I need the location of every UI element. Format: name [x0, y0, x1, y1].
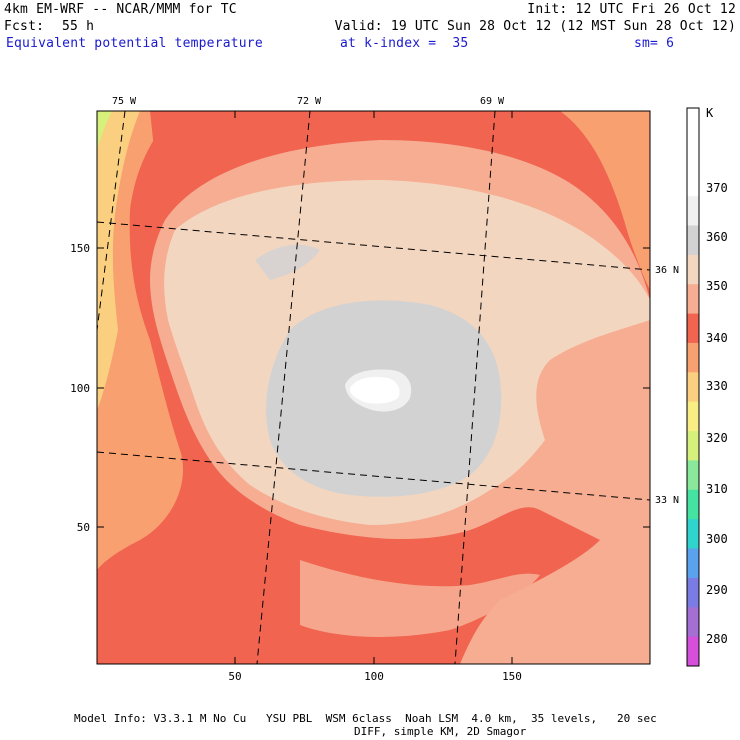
colorbar-swatch [687, 489, 699, 520]
colorbar-swatch [687, 577, 699, 608]
colorbar [686, 107, 700, 667]
model-title: 4km EM-WRF -- NCAR/MMM for TC [4, 2, 237, 17]
y-tick-label: 100 [70, 382, 90, 395]
colorbar-swatch [687, 460, 699, 491]
colorbar-frame [686, 107, 700, 667]
colorbar-swatch [687, 166, 699, 197]
colorbar-label: 320 [706, 431, 728, 445]
colorbar-swatch [687, 196, 699, 226]
x-tick-label: 150 [502, 670, 522, 683]
colorbar-label: 290 [706, 583, 728, 597]
colorbar-swatch [687, 401, 699, 432]
longitude-label: 69 W [480, 96, 505, 107]
colorbar-swatch [687, 284, 699, 315]
longitude-label: 75 W [112, 96, 137, 107]
colorbar-label: 370 [706, 181, 728, 195]
colorbar-label: 310 [706, 482, 728, 496]
colorbar-swatch [687, 254, 699, 285]
colorbar-label: 350 [706, 279, 728, 293]
model-info: Model Info: V3.3.1 M No Cu YSU PBL WSM 6… [74, 712, 657, 725]
smoothing-value: sm= 6 [634, 36, 675, 51]
latitude-label: 36 N [655, 265, 679, 276]
theta-e-field [97, 111, 650, 664]
colorbar-swatch [687, 342, 699, 373]
axis-ticks [97, 111, 650, 664]
field-name: Equivalent potential temperature [6, 36, 263, 51]
valid-time: Valid: 19 UTC Sun 28 Oct 12 (12 MST Sun … [334, 19, 736, 34]
colorbar-swatch [687, 636, 699, 667]
init-time: Init: 12 UTC Fri 26 Oct 12 [527, 2, 736, 17]
colorbar-label: 360 [706, 230, 728, 244]
colorbar-swatch [687, 372, 699, 403]
model-info-diffusion: DIFF, simple KM, 2D Smagor [354, 725, 527, 738]
colorbar-label: 300 [706, 532, 728, 546]
level-index: at k-index = 35 [340, 36, 469, 51]
colorbar-swatch [687, 431, 699, 461]
x-tick-label: 50 [228, 670, 241, 683]
colorbar-swatch [687, 548, 699, 579]
x-tick-label: 100 [364, 670, 384, 683]
forecast-hours: 55 h [62, 19, 95, 34]
longitude-label: 72 W [297, 96, 322, 107]
colorbar-swatch [687, 137, 699, 168]
colorbar-label: 280 [706, 632, 728, 646]
colorbar-label: 330 [706, 379, 728, 393]
colorbar-label: 340 [706, 331, 728, 345]
forecast-label: Fcst: [4, 19, 45, 34]
graticule [97, 111, 650, 664]
colorbar-unit: K [706, 106, 714, 120]
y-tick-label: 50 [77, 521, 90, 534]
latitude-label: 33 N [655, 495, 679, 506]
y-tick-label: 150 [70, 242, 90, 255]
colorbar-swatch [687, 313, 699, 344]
colorbar-swatch [687, 519, 699, 550]
colorbar-swatch [687, 607, 699, 638]
colorbar-swatch [687, 225, 699, 256]
colorbar-swatch [687, 108, 699, 138]
